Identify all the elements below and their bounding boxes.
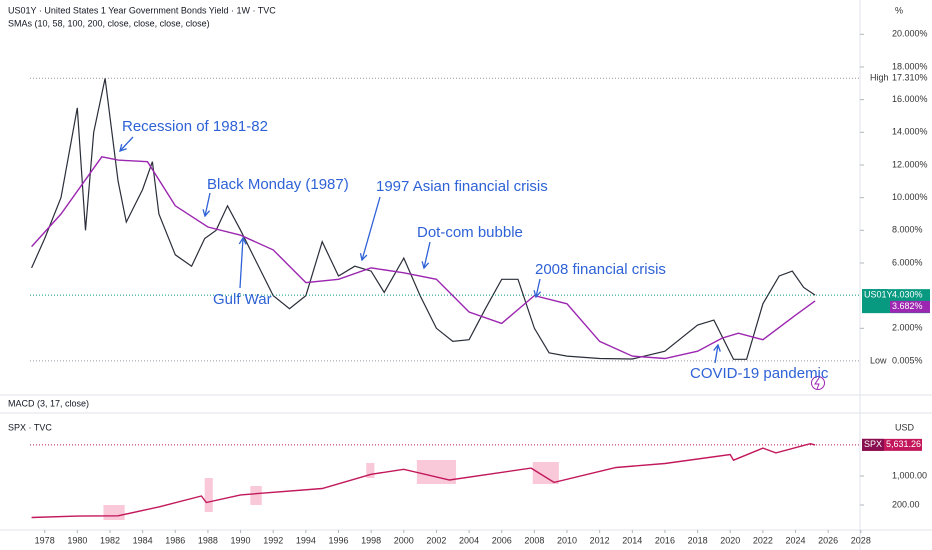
shaded-period	[250, 486, 262, 505]
x-tick-label: 2020	[720, 535, 740, 545]
x-tick-label: 1996	[328, 535, 348, 545]
annotation-arrowhead	[238, 236, 247, 245]
x-tick-label: 1988	[198, 535, 218, 545]
annotation: COVID-19 pandemic	[690, 365, 829, 382]
annotation-arrowhead	[202, 209, 211, 218]
symbol-tag	[862, 289, 888, 302]
annotation: 1997 Asian financial crisis	[376, 178, 548, 195]
x-tick-label: 2026	[818, 535, 838, 545]
annotation-arrowhead	[421, 261, 430, 270]
x-tick-label: 2008	[524, 535, 544, 545]
annotation: Recession of 1981-82	[122, 118, 268, 135]
y-tick-label: 20.000%	[892, 29, 928, 39]
low-text: Low	[870, 355, 887, 365]
annotation-arrowhead	[359, 253, 368, 262]
last-price-label: 5,631.26	[886, 439, 921, 449]
lightning-icon[interactable]	[811, 376, 825, 390]
annotation-arrow	[239, 237, 244, 289]
x-tick-label: 1990	[231, 535, 251, 545]
symbol-title: US01Y · United States 1 Year Government …	[8, 5, 276, 15]
annotation-arrowhead	[119, 144, 127, 152]
annotation: 2008 financial crisis	[535, 261, 666, 278]
y-tick-label: 18.000%	[892, 61, 928, 71]
annotation-arrow	[535, 278, 541, 298]
y-tick-label: 14.000%	[892, 127, 928, 137]
x-tick-label: 1984	[133, 535, 153, 545]
y-tick-label: 200.00	[892, 499, 920, 509]
x-tick-label: 2000	[394, 535, 414, 545]
low-label: 0.005%	[892, 355, 923, 365]
annotation-arrow	[119, 136, 134, 152]
sma-label: 3.682%	[892, 301, 923, 311]
annotation: Black Monday (1987)	[207, 176, 349, 193]
x-tick-label: 2014	[622, 535, 642, 545]
spx-title: SPX · TVC	[8, 422, 52, 432]
y-tick-label: 10.000%	[892, 192, 928, 202]
x-tick-label: 1978	[35, 535, 55, 545]
shaded-period	[204, 478, 213, 512]
high-text: High	[870, 73, 889, 83]
sma-tag	[890, 300, 930, 313]
annotation-arrow	[423, 241, 431, 269]
shaded-period	[532, 462, 559, 484]
y-tick-label: 8.000%	[892, 225, 923, 235]
x-tick-label: 2002	[426, 535, 446, 545]
scale-unit: %	[895, 5, 903, 15]
series-line	[31, 442, 816, 519]
x-tick-label: 2028	[851, 535, 871, 545]
x-tick-label: 2016	[655, 535, 675, 545]
x-tick-label: 1992	[263, 535, 283, 545]
x-tick-label: 1998	[361, 535, 381, 545]
x-tick-label: 2006	[492, 535, 512, 545]
macd-title: MACD (3, 17, close)	[8, 398, 89, 408]
x-tick-label: 1982	[100, 535, 120, 545]
annotation-arrow	[714, 344, 719, 364]
x-tick-label: 2024	[786, 535, 806, 545]
x-tick-label: 1986	[165, 535, 185, 545]
symbol-tag	[862, 438, 884, 451]
x-tick-label: 2010	[557, 535, 577, 545]
annotation-arrowhead	[533, 290, 542, 299]
last-price-label: 4.030%	[892, 290, 923, 300]
x-tick-label: 2004	[459, 535, 479, 545]
y-tick-label: 6.000%	[892, 257, 923, 267]
annotation-arrow	[204, 192, 211, 217]
x-tick-label: 2018	[688, 535, 708, 545]
annotation-arrowhead	[713, 343, 721, 352]
symbol-tag-text: US01Y	[864, 290, 893, 300]
shaded-period	[103, 505, 125, 520]
x-tick-label: 2012	[590, 535, 610, 545]
high-label: 17.310%	[892, 73, 928, 83]
annotation: Dot-com bubble	[417, 224, 523, 241]
annotation-arrow	[361, 196, 381, 261]
x-tick-label: 2022	[753, 535, 773, 545]
y-tick-label: 1,000.00	[892, 470, 927, 480]
series-line	[31, 78, 816, 360]
indicator-title: SMAs (10, 58, 100, 200, close, close, cl…	[8, 18, 210, 28]
y-tick-label: 2.000%	[892, 323, 923, 333]
scale-unit: USD	[895, 422, 915, 432]
series-line	[31, 156, 816, 360]
y-tick-label: 12.000%	[892, 159, 928, 169]
lightning-glyph	[814, 377, 820, 390]
x-tick-label: 1994	[296, 535, 316, 545]
x-tick-label: 1980	[67, 535, 87, 545]
symbol-tag-text: SPX	[864, 439, 882, 449]
shaded-period	[366, 463, 375, 478]
y-tick-label: 16.000%	[892, 94, 928, 104]
annotation: Gulf War	[213, 291, 272, 308]
